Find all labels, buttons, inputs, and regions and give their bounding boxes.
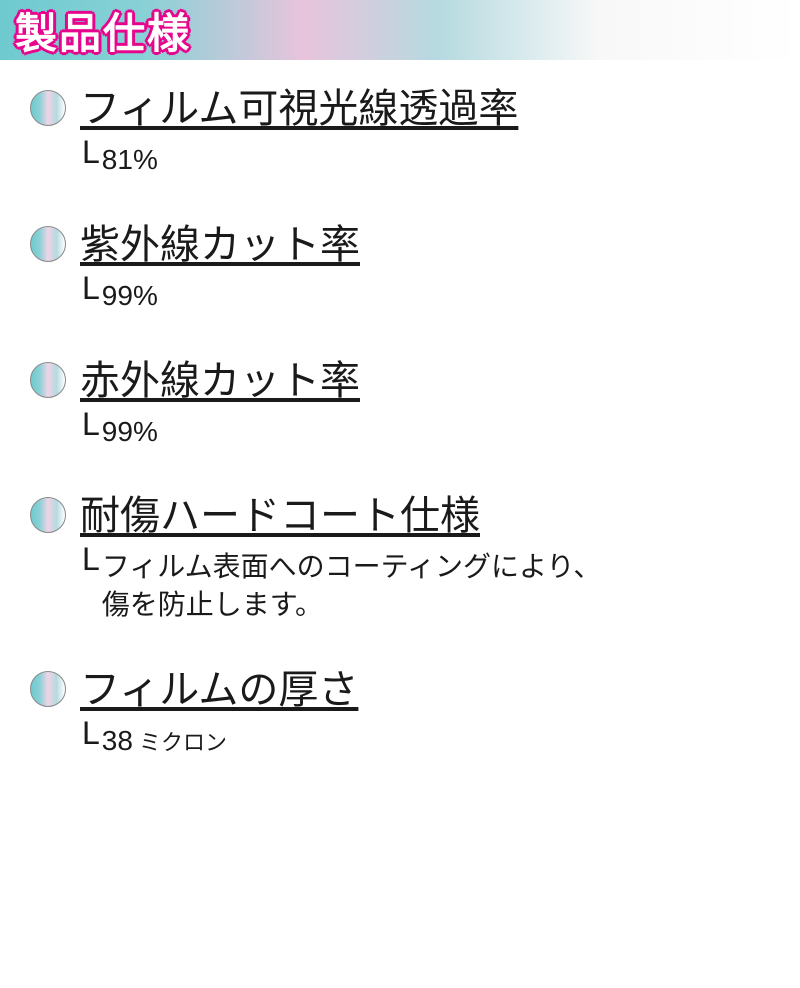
page-title: 製品仕様 bbox=[15, 0, 191, 61]
spec-item: フィルムの厚さ L 38ミクロン bbox=[30, 666, 770, 760]
bullet-icon bbox=[30, 226, 66, 262]
spec-value: 81% bbox=[102, 141, 158, 179]
spec-value-unit: ミクロン bbox=[139, 730, 227, 755]
spec-item: フィルム可視光線透過率 L 81% bbox=[30, 85, 770, 179]
spec-value-row: L 99% bbox=[82, 271, 770, 315]
spec-value-row: L 99% bbox=[82, 407, 770, 451]
spec-item: 耐傷ハードコート仕様 L フィルム表面へのコーティングにより、 傷を防止します。 bbox=[30, 492, 770, 624]
spec-value: 38ミクロン bbox=[102, 722, 227, 760]
spec-item: 紫外線カット率 L 99% bbox=[30, 221, 770, 315]
spec-label: フィルム可視光線透過率 bbox=[80, 85, 770, 133]
spec-value-row: L 38ミクロン bbox=[82, 716, 770, 760]
spec-item: 赤外線カット率 L 99% bbox=[30, 357, 770, 451]
spec-value-row: L 81% bbox=[82, 135, 770, 179]
spec-label: 赤外線カット率 bbox=[80, 357, 770, 405]
bullet-icon bbox=[30, 497, 66, 533]
spec-value: フィルム表面へのコーティングにより、 傷を防止します。 bbox=[102, 548, 602, 624]
spec-content: 紫外線カット率 L 99% bbox=[80, 221, 770, 315]
spec-value-number: 38 bbox=[102, 725, 133, 756]
spec-label: 耐傷ハードコート仕様 bbox=[80, 492, 770, 540]
tree-marker-icon: L bbox=[82, 542, 100, 577]
spec-content: 耐傷ハードコート仕様 L フィルム表面へのコーティングにより、 傷を防止します。 bbox=[80, 492, 770, 624]
spec-label: 紫外線カット率 bbox=[80, 221, 770, 269]
spec-content: フィルムの厚さ L 38ミクロン bbox=[80, 666, 770, 760]
spec-label: フィルムの厚さ bbox=[80, 666, 770, 714]
spec-value: 99% bbox=[102, 277, 158, 315]
bullet-icon bbox=[30, 90, 66, 126]
header-bar: 製品仕様 bbox=[0, 0, 800, 60]
bullet-icon bbox=[30, 671, 66, 707]
bullet-icon bbox=[30, 362, 66, 398]
spec-value: 99% bbox=[102, 413, 158, 451]
spec-value-row: L フィルム表面へのコーティングにより、 傷を防止します。 bbox=[82, 542, 770, 624]
tree-marker-icon: L bbox=[82, 716, 100, 751]
spec-content: フィルム可視光線透過率 L 81% bbox=[80, 85, 770, 179]
tree-marker-icon: L bbox=[82, 135, 100, 170]
tree-marker-icon: L bbox=[82, 407, 100, 442]
spec-list: フィルム可視光線透過率 L 81% 紫外線カット率 L 99% 赤外線カット率 … bbox=[0, 60, 800, 827]
spec-content: 赤外線カット率 L 99% bbox=[80, 357, 770, 451]
tree-marker-icon: L bbox=[82, 271, 100, 306]
